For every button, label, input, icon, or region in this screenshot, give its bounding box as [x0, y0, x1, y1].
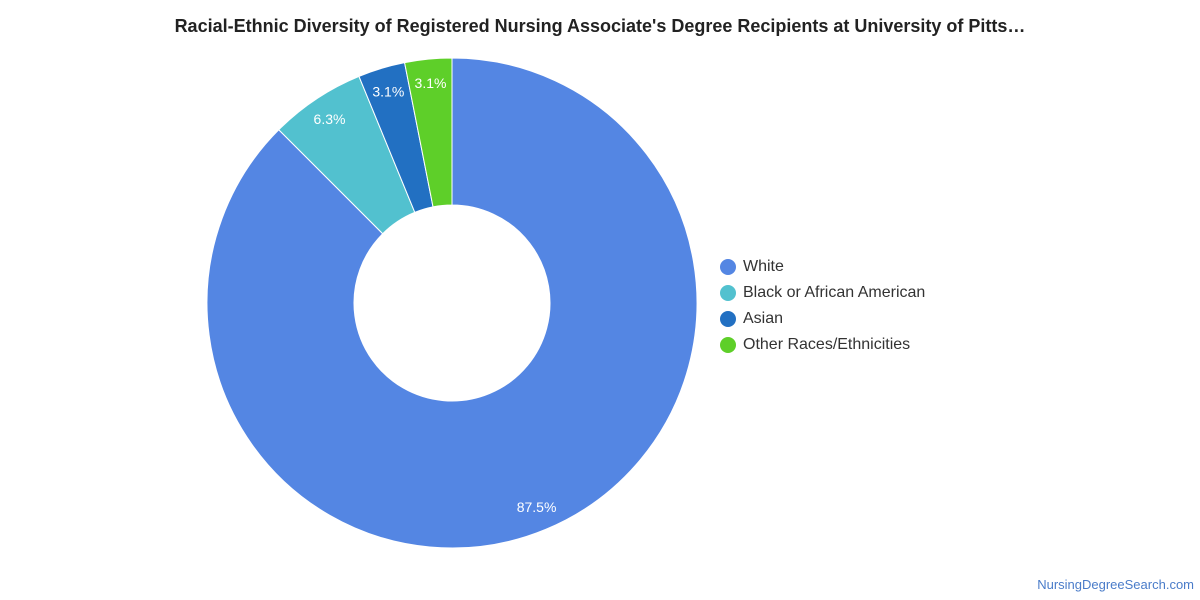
legend-label: Black or African American [743, 284, 926, 301]
chart-legend: White Black or African American Asian Other… [720, 254, 925, 358]
legend-item-2[interactable]: Asian [720, 306, 925, 332]
donut-slice-0[interactable] [206, 57, 698, 549]
legend-label: Other Races/Ethnicities [743, 336, 911, 353]
legend-item-1[interactable]: Black or African American [720, 280, 925, 306]
chart-title: Racial-Ethnic Diversity of Registered Nu… [174, 16, 1026, 36]
legend-label: White [743, 258, 784, 275]
legend-swatch-icon [720, 311, 736, 327]
slice-label-2: 3.1% [372, 83, 404, 99]
legend-swatch-icon [720, 285, 736, 301]
slice-label-0: 87.5% [517, 499, 557, 515]
slice-label-3: 3.1% [415, 75, 447, 91]
watermark-link[interactable]: NursingDegreeSearch.com [1037, 577, 1194, 592]
legend-swatch-icon [720, 259, 736, 275]
slice-label-1: 6.3% [314, 111, 346, 127]
legend-label: Asian [743, 310, 784, 327]
legend-item-0[interactable]: White [720, 254, 925, 280]
legend-swatch-icon [720, 337, 736, 353]
legend-item-3[interactable]: Other Races/Ethnicities [720, 332, 925, 358]
donut-slice-3[interactable] [403, 57, 453, 208]
